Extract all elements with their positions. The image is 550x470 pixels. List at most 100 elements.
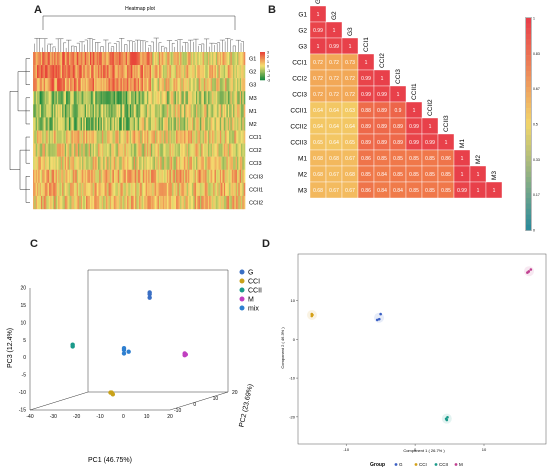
heatmap-cell: [139, 169, 141, 184]
heatmap-cell: [221, 117, 223, 131]
heatmap-cell: [234, 117, 237, 131]
heatmap-cell: [121, 117, 124, 131]
heatmap-cell: [75, 143, 78, 157]
correlation-value: 0.85: [393, 156, 403, 162]
heatmap-cell: [35, 143, 38, 157]
heatmap-cell: [113, 91, 116, 105]
heatmap-cell: [84, 182, 87, 197]
heatmap-cell: [120, 117, 123, 131]
heatmap-cell: [214, 143, 217, 157]
heatmap-cell: [197, 104, 199, 118]
heatmap-cell: [56, 169, 59, 184]
heatmap-cell: [112, 130, 115, 144]
heatmap-cell: [173, 156, 176, 170]
heatmap-cell: [168, 104, 170, 118]
heatmap-cell: [161, 52, 164, 66]
heatmap-cell: [139, 104, 141, 118]
heatmap-cell: [39, 195, 42, 210]
heatmap-cell: [88, 195, 91, 210]
row-label: G3: [298, 44, 307, 51]
heatmap-cell: [50, 182, 52, 197]
heatmap-cell: [113, 130, 116, 144]
heatmap-cell: [136, 195, 138, 210]
heatmap-cell: [42, 195, 44, 210]
heatmap-cell: [71, 91, 74, 105]
heatmap-cell: [223, 143, 226, 157]
heatmap-cell: [238, 169, 241, 184]
heatmap-cell: [242, 52, 244, 66]
heatmap-cell: [178, 52, 181, 66]
row-label: M2: [249, 122, 257, 128]
heatmap-cell: [180, 143, 182, 157]
heatmap-cell: [229, 130, 231, 144]
legend-marker: [239, 269, 245, 275]
heatmap-cell: [125, 91, 128, 105]
heatmap-cell: [233, 182, 235, 197]
heatmap-cell: [146, 78, 149, 92]
heatmap-cell: [56, 52, 59, 66]
heatmap-cell: [182, 195, 185, 210]
heatmap-cell: [127, 130, 129, 144]
heatmap-cell: [154, 104, 157, 118]
heatmap-cell: [100, 52, 103, 66]
heatmap-cell: [156, 156, 158, 170]
heatmap-cell: [91, 78, 93, 92]
heatmap-cell: [103, 143, 105, 157]
heatmap-cell: [95, 169, 97, 184]
heatmap-cell: [218, 195, 221, 210]
heatmap-cell: [105, 91, 108, 105]
heatmap-cell: [201, 78, 203, 92]
heatmap-cell: [154, 78, 157, 92]
heatmap-cell: [199, 65, 202, 79]
heatmap-cell: [219, 78, 222, 92]
heatmap-cell: [181, 195, 184, 210]
heatmap-cell: [222, 78, 225, 92]
heatmap-cell: [164, 104, 166, 118]
heatmap-cell: [33, 195, 35, 210]
heatmap-cell: [192, 91, 194, 105]
heatmap-cell: [213, 156, 215, 170]
heatmap-cell: [211, 52, 214, 66]
heatmap-cell: [39, 91, 42, 105]
heatmap-cell: [233, 91, 235, 105]
heatmap-cell: [194, 65, 197, 79]
heatmap-cell: [189, 78, 191, 92]
heatmap-cell: [88, 91, 91, 105]
heatmap-cell: [97, 143, 100, 157]
heatmap-cell: [42, 65, 44, 79]
heatmap-cell: [195, 91, 198, 105]
heatmap-cell: [181, 117, 184, 131]
heatmap-cell: [235, 156, 238, 170]
heatmap-cell: [79, 156, 82, 170]
heatmap-cell: [141, 156, 144, 170]
heatmap-cell: [128, 169, 131, 184]
heatmap-cell: [113, 143, 116, 157]
heatmap-cell: [148, 195, 150, 210]
heatmap-cell: [56, 65, 59, 79]
heatmap-cell: [71, 78, 74, 92]
correlation-value: 0.9: [395, 108, 402, 114]
heatmap-cell: [165, 91, 168, 105]
plsda-point: [377, 317, 381, 321]
heatmap-cell: [210, 52, 213, 66]
heatmap-cell: [154, 117, 157, 131]
heatmap-cell: [66, 65, 68, 79]
heatmap-cell: [213, 52, 215, 66]
heatmap-cell: [71, 143, 74, 157]
heatmap-cell: [47, 104, 50, 118]
heatmap-cell: [67, 130, 70, 144]
column-label: G3: [347, 27, 354, 36]
heatmap-cell: [150, 182, 153, 197]
heatmap-cell: [133, 117, 136, 131]
heatmap-cell: [185, 78, 188, 92]
heatmap-cell: [225, 182, 227, 197]
heatmap-cell: [145, 169, 148, 184]
heatmap-cell: [141, 195, 144, 210]
colorbar-segment: [526, 166, 531, 172]
heatmap-cell: [210, 65, 213, 79]
heatmap-cell: [211, 143, 214, 157]
heatmap-cell: [238, 130, 241, 144]
heatmap-cell: [38, 52, 40, 66]
heatmap-cell: [60, 104, 63, 118]
